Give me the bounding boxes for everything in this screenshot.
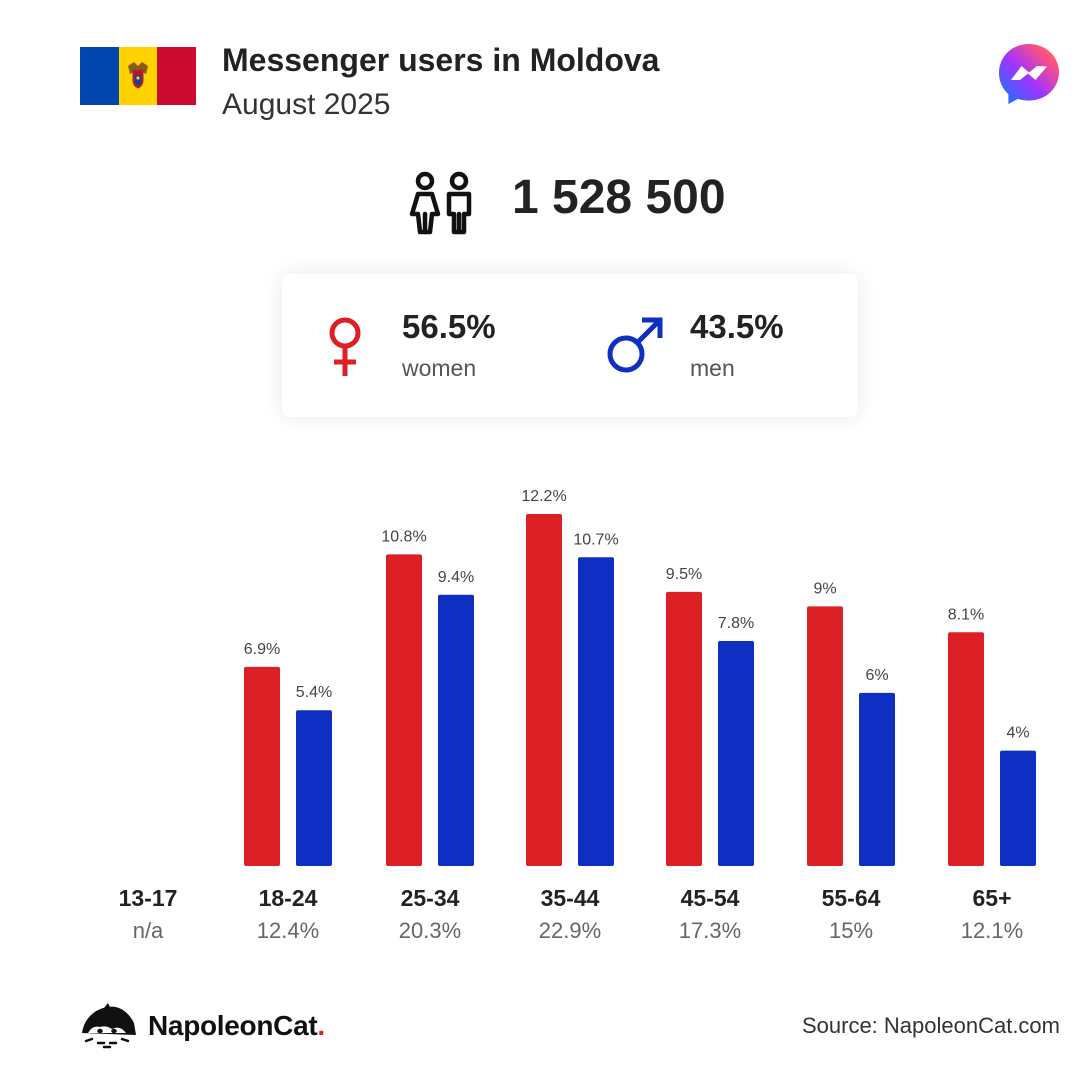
bar-men-45-54 bbox=[718, 640, 754, 866]
bar-value-label: 9% bbox=[813, 580, 836, 597]
bar-women-55-64 bbox=[807, 606, 843, 866]
bar-value-label: 12.2% bbox=[521, 488, 566, 505]
bar-men-25-34 bbox=[438, 594, 474, 866]
age-group-label: 55-64 bbox=[822, 885, 881, 911]
bar-value-label: 9.4% bbox=[438, 569, 474, 586]
moldova-flag bbox=[80, 47, 197, 105]
bar-value-label: 7.8% bbox=[718, 615, 754, 632]
male-icon bbox=[607, 317, 663, 373]
age-group-share: 22.9% bbox=[539, 918, 601, 943]
bar-value-label: 6% bbox=[865, 667, 888, 684]
age-group-share: 12.4% bbox=[257, 918, 319, 943]
bar-women-65+ bbox=[948, 632, 984, 866]
men-label: men bbox=[690, 355, 735, 381]
bar-value-label: 10.8% bbox=[381, 528, 426, 545]
brand-name: NapoleonCat bbox=[148, 1010, 318, 1041]
bar-value-label: 8.1% bbox=[948, 606, 984, 623]
people-icon bbox=[409, 171, 472, 235]
age-group-share: 17.3% bbox=[679, 918, 741, 943]
age-group-share: 20.3% bbox=[399, 918, 461, 943]
bar-men-35-44 bbox=[578, 557, 614, 866]
men-percentage: 43.5% bbox=[690, 308, 784, 345]
messenger-logo-icon bbox=[999, 44, 1059, 104]
age-group-label: 35-44 bbox=[541, 885, 600, 911]
age-group-share: 12.1% bbox=[961, 918, 1023, 943]
women-label: women bbox=[402, 355, 477, 381]
bar-value-label: 5.4% bbox=[296, 684, 332, 701]
female-icon bbox=[329, 317, 361, 376]
napoleoncat-logo-icon bbox=[82, 1003, 136, 1049]
age-group-label: 45-54 bbox=[681, 885, 740, 911]
coat-of-arms-icon bbox=[128, 62, 148, 89]
bar-value-label: 9.5% bbox=[666, 566, 702, 583]
brand-dot: . bbox=[317, 1010, 326, 1041]
bar-men-55-64 bbox=[859, 692, 895, 866]
source-note: Source: NapoleonCat.com bbox=[801, 1013, 1060, 1038]
bar-men-18-24 bbox=[296, 710, 332, 866]
age-group-share: n/a bbox=[133, 918, 164, 943]
bar-women-35-44 bbox=[526, 514, 562, 866]
bar-value-label: 4% bbox=[1006, 725, 1029, 742]
bar-women-18-24 bbox=[244, 666, 280, 866]
total-users: 1 528 500 bbox=[512, 171, 726, 224]
age-group-share: 15% bbox=[829, 918, 873, 943]
bar-men-65+ bbox=[1000, 750, 1036, 866]
brand: NapoleonCat. bbox=[78, 1000, 325, 1052]
page-title: Messenger users in Moldova bbox=[222, 42, 660, 78]
bar-women-45-54 bbox=[666, 591, 702, 866]
page-subtitle: August 2025 bbox=[222, 88, 391, 121]
age-group-label: 18-24 bbox=[259, 885, 318, 911]
bar-value-label: 10.7% bbox=[573, 531, 618, 548]
bar-value-label: 6.9% bbox=[244, 641, 280, 658]
women-percentage: 56.5% bbox=[402, 308, 496, 345]
bar-women-25-34 bbox=[386, 554, 422, 866]
age-group-label: 25-34 bbox=[401, 885, 460, 911]
age-group-label: 65+ bbox=[972, 885, 1011, 911]
gender-card: 56.5% women 43.5% men bbox=[282, 274, 858, 417]
age-group-label: 13-17 bbox=[119, 885, 178, 911]
